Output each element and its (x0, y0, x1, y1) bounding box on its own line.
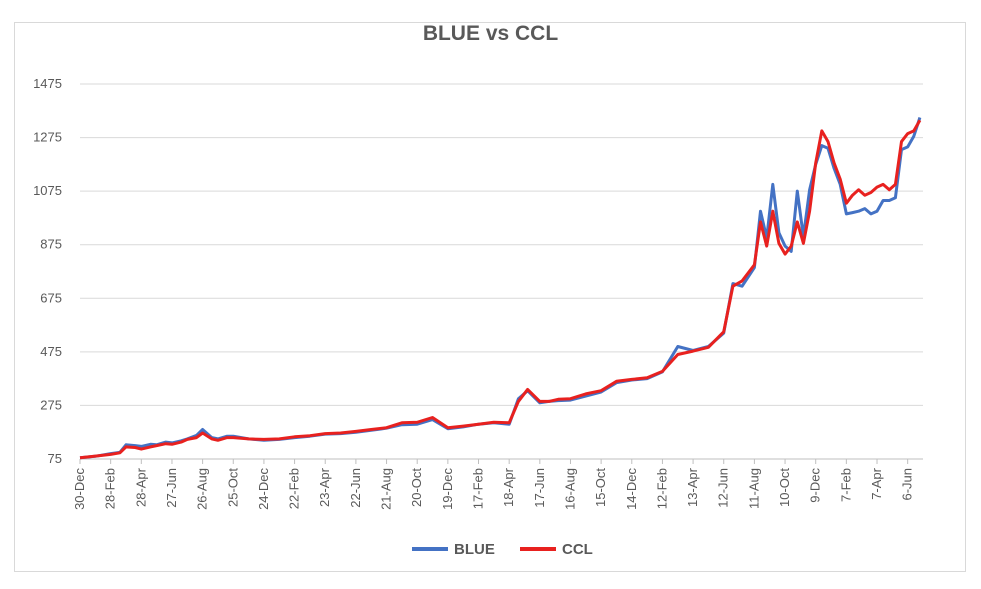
x-tick-label: 28-Apr (133, 467, 148, 507)
y-tick-label: 1075 (33, 183, 62, 198)
y-tick-label: 475 (40, 344, 62, 359)
y-tick-label: 1275 (33, 130, 62, 145)
chart-title: BLUE vs CCL (422, 22, 559, 45)
y-tick-label: 275 (40, 397, 62, 412)
legend-label-blue: BLUE (454, 541, 495, 558)
legend: BLUE CCL (412, 541, 593, 558)
x-tick-label: 24-Dec (256, 468, 271, 510)
gridlines (80, 83, 923, 460)
x-tick-label: 22-Jun (348, 468, 363, 508)
x-tick-label: 6-Jun (900, 468, 915, 501)
y-tick-label: 875 (40, 237, 62, 252)
x-tick-label: 30-Dec (72, 468, 87, 510)
series-line-blue (79, 117, 922, 460)
x-tick-label: 12-Jun (716, 468, 731, 508)
x-tick-label: 19-Dec (440, 468, 455, 510)
x-tick-label: 16-Aug (562, 468, 577, 510)
x-tick-label: 12-Feb (654, 468, 669, 509)
x-tick-label: 15-Oct (593, 468, 608, 507)
x-tick-label: 21-Aug (379, 468, 394, 510)
x-tick-label: 26-Aug (195, 468, 210, 510)
series-lines (79, 117, 922, 460)
x-tick-label: 7-Apr (869, 467, 884, 499)
y-tick-label: 75 (48, 451, 62, 466)
legend-label-ccl: CCL (562, 541, 593, 558)
x-tick-label: 25-Oct (225, 468, 240, 507)
x-tick-label: 27-Jun (164, 468, 179, 508)
x-tick-label: 14-Dec (624, 468, 639, 510)
x-tick-label: 18-Apr (501, 467, 516, 507)
x-tick-label: 20-Oct (409, 468, 424, 507)
y-tick-label: 675 (40, 290, 62, 305)
chart-frame (14, 22, 966, 572)
x-tick-label: 17-Feb (471, 468, 486, 509)
y-axis-ticks: 75 275 475 675 875 1075 1275 1475 (33, 76, 62, 466)
x-tick-label: 7-Feb (838, 468, 853, 502)
x-tick-label: 28-Feb (103, 468, 118, 509)
x-tick-label: 9-Dec (808, 468, 823, 503)
x-tick-label: 13-Apr (685, 467, 700, 507)
x-tick-label: 22-Feb (287, 468, 302, 509)
x-tick-label: 17-Jun (532, 468, 547, 508)
y-tick-label: 1475 (33, 76, 62, 91)
x-tick-label: 11-Aug (746, 468, 761, 509)
x-axis-ticks: 30-Dec 28-Feb 28-Apr 27-Jun 26-Aug 25-Oct 24-D… (72, 459, 915, 510)
x-tick-label: 23-Apr (317, 467, 332, 507)
x-tick-label: 10-Oct (777, 468, 792, 507)
series-line-ccl (79, 119, 922, 460)
